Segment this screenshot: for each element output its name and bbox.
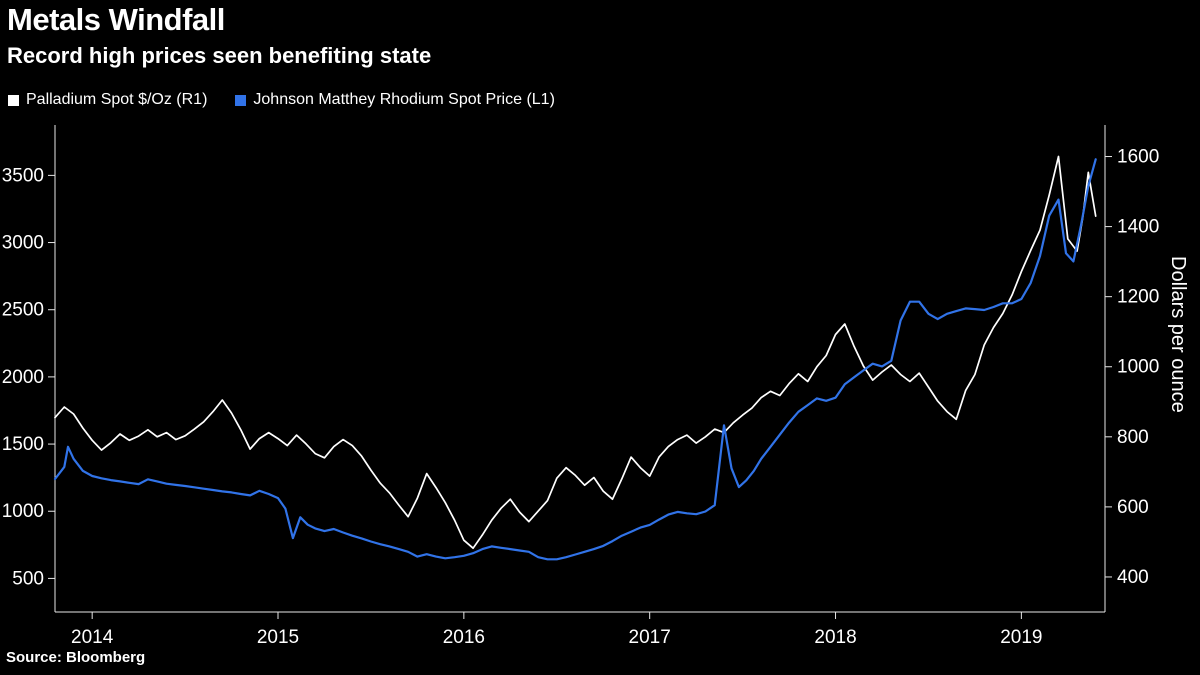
- x-axis-tick-label: 2016: [443, 627, 485, 648]
- legend: Palladium Spot $/Oz (R1) Johnson Matthey…: [8, 91, 555, 109]
- right-axis-tick-label: 1600: [1117, 147, 1159, 168]
- chart-subtitle: Record high prices seen benefiting state: [7, 43, 432, 68]
- rhodium-swatch-icon: [235, 94, 247, 106]
- x-axis-tick-label: 2019: [1000, 627, 1042, 648]
- right-axis-title: Dollars per ounce: [1167, 256, 1189, 413]
- right-axis-tick-label: 1200: [1117, 287, 1159, 308]
- left-axis-tick-label: 2500: [2, 300, 44, 321]
- left-axis-tick-label: 500: [12, 568, 44, 589]
- x-axis-tick-label: 2015: [257, 627, 299, 648]
- right-axis-tick-label: 1400: [1117, 217, 1159, 238]
- left-axis-tick-label: 3500: [2, 165, 44, 186]
- source-note: Source: Bloomberg: [6, 649, 146, 666]
- x-axis-tick-label: 2014: [71, 627, 114, 648]
- chart-title: Metals Windfall: [7, 2, 225, 37]
- left-axis-tick-label: 1500: [2, 434, 44, 455]
- palladium-legend-label: Palladium Spot $/Oz (R1): [26, 91, 208, 108]
- x-axis-tick-label: 2018: [814, 627, 856, 648]
- rhodium-legend-label: Johnson Matthey Rhodium Spot Price (L1): [253, 91, 555, 108]
- right-axis-tick-label: 1000: [1117, 357, 1159, 378]
- right-axis-tick-label: 600: [1117, 497, 1149, 518]
- left-axis-tick-label: 3000: [2, 233, 44, 254]
- x-axis-tick-label: 2017: [629, 627, 671, 648]
- left-axis-tick-label: 1000: [2, 501, 44, 522]
- palladium-swatch-icon: [8, 94, 19, 106]
- left-axis-tick-label: 2000: [2, 367, 44, 388]
- rhodium-line: [53, 158, 1097, 561]
- right-axis-tick-label: 800: [1117, 427, 1149, 448]
- right-axis-tick-label: 400: [1117, 567, 1149, 588]
- legend-item-rhodium: Johnson Matthey Rhodium Spot Price (L1): [235, 91, 555, 109]
- legend-item-palladium: Palladium Spot $/Oz (R1): [8, 91, 207, 109]
- palladium-line: [54, 155, 1097, 550]
